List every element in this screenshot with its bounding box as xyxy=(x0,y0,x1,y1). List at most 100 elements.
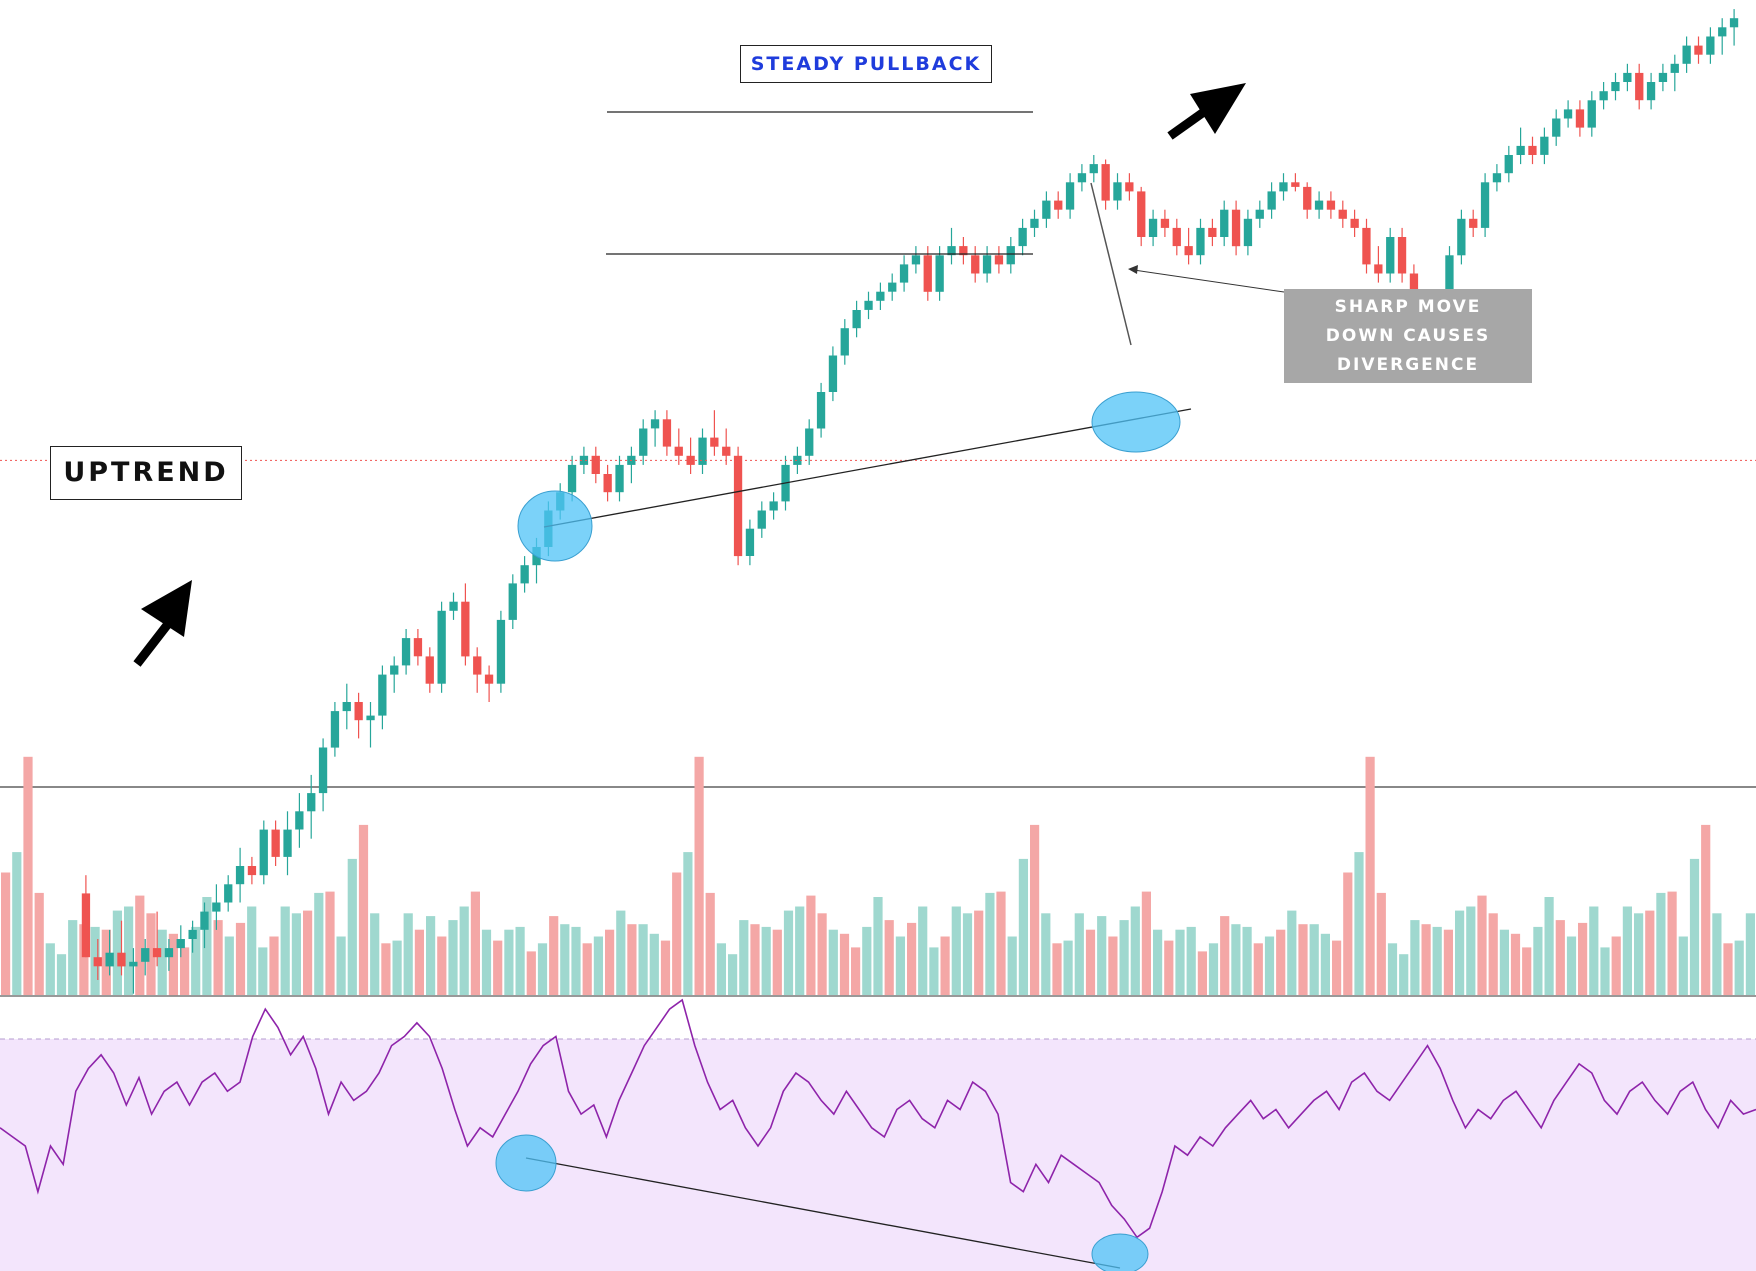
volume-bar xyxy=(1645,910,1655,995)
volume-bar xyxy=(873,897,883,995)
volume-bar xyxy=(1466,906,1476,995)
volume-bar xyxy=(705,892,715,995)
volume-bar xyxy=(560,924,570,995)
candle-body xyxy=(876,291,885,301)
candle-body xyxy=(1208,227,1217,237)
candle-body xyxy=(662,419,672,447)
volume-bar xyxy=(1443,929,1453,995)
rsi-panel xyxy=(0,998,1756,1271)
volume-bar xyxy=(1712,913,1722,995)
candle-body xyxy=(1089,164,1098,174)
volume-bar xyxy=(1063,940,1073,995)
volume-bar xyxy=(1544,897,1554,995)
volume-bar xyxy=(772,929,782,995)
volume-bar xyxy=(347,858,357,995)
candle-body xyxy=(413,638,423,657)
volume-bar xyxy=(1566,936,1577,995)
candle-body xyxy=(1184,246,1193,256)
candle-body xyxy=(745,528,755,556)
volume-bar xyxy=(1499,929,1509,995)
volume-bar xyxy=(1354,852,1364,995)
candle-body xyxy=(378,674,387,716)
candle-body xyxy=(484,674,494,684)
divergence-note: SHARP MOVE DOWN CAUSES DIVERGENCE xyxy=(1284,289,1532,383)
volume-bar xyxy=(493,940,503,995)
candle-body xyxy=(805,428,814,456)
volume-bar xyxy=(739,920,749,995)
candle-body xyxy=(1718,27,1727,37)
candle-body xyxy=(733,455,743,557)
candle-body xyxy=(1030,218,1039,228)
divergence-highlight xyxy=(517,490,593,562)
volume-bar xyxy=(56,954,67,995)
volume-bar xyxy=(180,947,190,995)
volume-bar xyxy=(1332,940,1342,995)
candle-body xyxy=(1552,118,1561,137)
divergence-highlight xyxy=(495,1134,557,1192)
candle-body xyxy=(591,455,600,474)
callout-pointer xyxy=(1133,269,1285,293)
volume-bar xyxy=(672,872,682,995)
candle-body xyxy=(520,565,529,584)
volume-bar xyxy=(325,891,335,995)
callout-pointer-head xyxy=(1128,265,1138,274)
volume-bar xyxy=(426,916,436,995)
candle-body xyxy=(947,246,956,256)
candle-body xyxy=(354,702,363,721)
candle-body xyxy=(1670,63,1679,73)
volume-bar xyxy=(1723,943,1733,995)
volume-bar xyxy=(45,943,55,995)
volume-bar xyxy=(862,926,872,995)
candle-body xyxy=(615,464,624,493)
volume-bar xyxy=(1074,913,1084,995)
volume-bar xyxy=(1030,824,1040,995)
volume-bar xyxy=(1,872,11,995)
candle-body xyxy=(1338,209,1347,219)
candle-body xyxy=(1563,109,1573,119)
candle-body xyxy=(888,282,897,292)
candle-body xyxy=(1611,82,1620,92)
candle-body xyxy=(1516,145,1525,155)
volume-bar xyxy=(795,906,805,995)
volume-bar xyxy=(1589,906,1599,995)
volume-bar xyxy=(34,892,44,995)
candle-body xyxy=(1303,186,1312,210)
candle-body xyxy=(1694,45,1703,55)
volume-bar xyxy=(1018,858,1028,995)
candle-body xyxy=(1326,200,1336,210)
volume-bar xyxy=(414,929,424,995)
candle-body xyxy=(1706,36,1715,55)
volume-bar xyxy=(1365,756,1375,995)
candle-body xyxy=(1445,255,1454,310)
volume-bar xyxy=(358,824,369,995)
volume-bar xyxy=(1298,924,1308,995)
volume-bar xyxy=(1477,895,1487,995)
candle-body xyxy=(496,619,506,684)
volume-bar xyxy=(1600,947,1610,995)
candle-body xyxy=(840,328,849,356)
volume-bar xyxy=(1622,906,1632,995)
candle-body xyxy=(1540,136,1549,155)
volume-bar xyxy=(1432,926,1442,995)
volume-bar xyxy=(370,913,380,995)
candle-body xyxy=(188,929,197,939)
candle-body xyxy=(1658,72,1668,82)
volume-bar xyxy=(1108,936,1118,995)
volume-bar xyxy=(884,920,894,995)
volume-bar xyxy=(303,910,313,995)
candle-body xyxy=(816,392,826,429)
volume-bar xyxy=(1264,936,1275,995)
candle-body xyxy=(235,866,245,885)
volume-bar xyxy=(168,933,178,996)
volume-bar xyxy=(1007,936,1017,995)
candle-body xyxy=(1196,227,1205,256)
candle-body xyxy=(1113,182,1122,201)
candle-body xyxy=(1386,237,1395,274)
volume-bar xyxy=(627,924,637,995)
volume-bar xyxy=(1701,824,1711,995)
volume-bar xyxy=(1689,858,1700,995)
volume-bar xyxy=(1231,924,1241,995)
candle-body xyxy=(1504,155,1513,174)
candle-body xyxy=(603,474,612,493)
